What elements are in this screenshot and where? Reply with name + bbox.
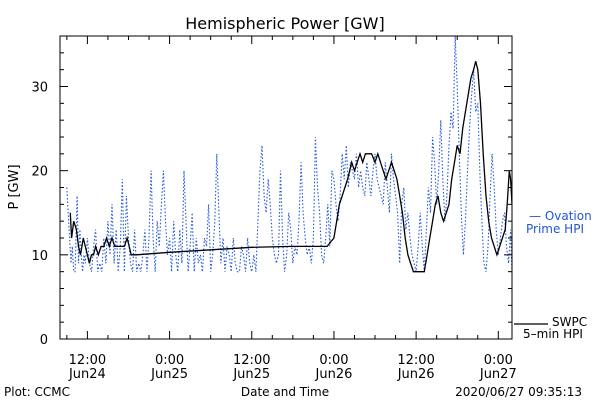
x-tick-time-label: 12:00 (69, 353, 106, 368)
x-tick-time-label: 0:00 (484, 353, 513, 368)
footer-timestamp: 2020/06/27 09:35:13 (455, 385, 582, 399)
x-tick-date-label: Jun26 (315, 367, 353, 382)
y-tick-label: 0 (40, 333, 48, 348)
x-tick-date-label: Jun26 (397, 367, 435, 382)
chart-title: Hemispheric Power [GW] (185, 14, 384, 33)
y-axis-label: P [GW] (7, 164, 22, 209)
x-tick-date-label: Jun25 (150, 367, 188, 382)
footer-plot-source: Plot: CCMC (4, 385, 70, 399)
y-tick-label: 30 (31, 81, 48, 96)
y-tick-label: 10 (31, 249, 48, 264)
x-tick-date-label: Jun25 (232, 367, 270, 382)
x-axis: 12:00Jun240:00Jun2512:00Jun250:00Jun2612… (66, 36, 517, 382)
x-tick-date-label: Jun27 (479, 367, 517, 382)
plot-area (66, 36, 512, 273)
y-tick-label: 20 (31, 165, 48, 180)
legend-swpc-line1: SWPC (552, 315, 587, 329)
plot-frame (59, 35, 513, 340)
series-swpc-line (69, 61, 512, 273)
legend-ovation-line1: — Ovation (529, 209, 592, 223)
x-axis-label: Date and Time (241, 385, 329, 399)
x-tick-date-label: Jun24 (68, 367, 106, 382)
y-axis: 0 10 20 30 (31, 35, 512, 348)
x-tick-time-label: 0:00 (319, 353, 348, 368)
legend-swpc-line2: 5–min HPI (523, 327, 583, 341)
x-tick-time-label: 12:00 (397, 353, 434, 368)
x-tick-time-label: 0:00 (155, 353, 184, 368)
x-tick-time-label: 12:00 (233, 353, 270, 368)
series-ovation-prime-line (66, 36, 512, 273)
legend-ovation-line2: Prime HPI (526, 222, 584, 236)
